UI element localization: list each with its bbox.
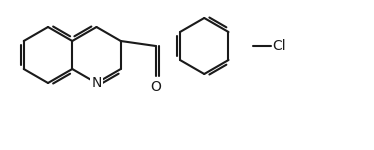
Text: Cl: Cl: [273, 39, 286, 53]
Text: N: N: [91, 76, 102, 90]
Text: O: O: [150, 80, 161, 94]
